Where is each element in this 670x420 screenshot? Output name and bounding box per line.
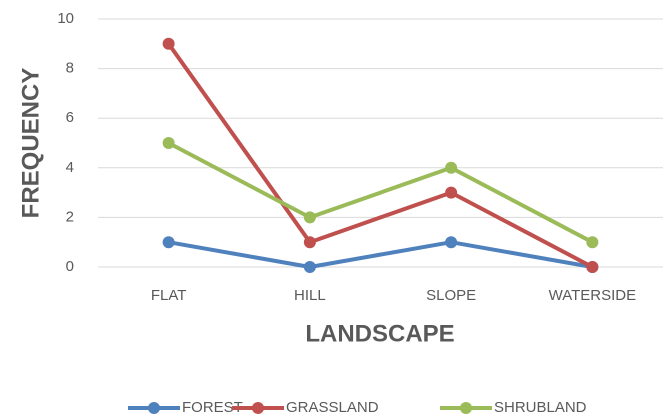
data-point [586, 261, 599, 273]
legend-label: GRASSLAND [286, 399, 379, 416]
data-point [445, 236, 458, 249]
y-tick-label: 8 [66, 60, 74, 77]
series-line [166, 42, 594, 269]
y-tick-label: 0 [66, 258, 74, 275]
data-point [162, 37, 175, 50]
data-point [303, 236, 316, 249]
series-line [167, 141, 594, 244]
x-tick-label: WATERSIDE [549, 287, 637, 304]
data-point [445, 186, 458, 199]
legend-marker [252, 402, 264, 414]
legend-label: FOREST [182, 399, 243, 416]
x-axis-title: LANDSCAPE [305, 320, 454, 347]
y-tick-label: 2 [66, 208, 74, 225]
data-point [162, 137, 175, 149]
y-tick-label: 6 [66, 109, 74, 126]
data-point [303, 261, 316, 273]
data-point [303, 211, 316, 224]
y-tick-label: 10 [57, 10, 74, 27]
x-tick-label: FLAT [151, 287, 187, 304]
x-tick-label: HILL [294, 287, 326, 304]
x-tick-label: SLOPE [426, 287, 476, 304]
data-point [445, 161, 458, 174]
legend-marker [460, 402, 472, 414]
data-point [586, 236, 599, 249]
y-axis-title: FREQUENCY [17, 68, 44, 219]
y-tick-label: 4 [66, 159, 74, 176]
legend-label: SHRUBLAND [494, 399, 587, 416]
legend-marker [148, 402, 160, 414]
data-point [162, 236, 175, 249]
series-line [168, 240, 593, 269]
